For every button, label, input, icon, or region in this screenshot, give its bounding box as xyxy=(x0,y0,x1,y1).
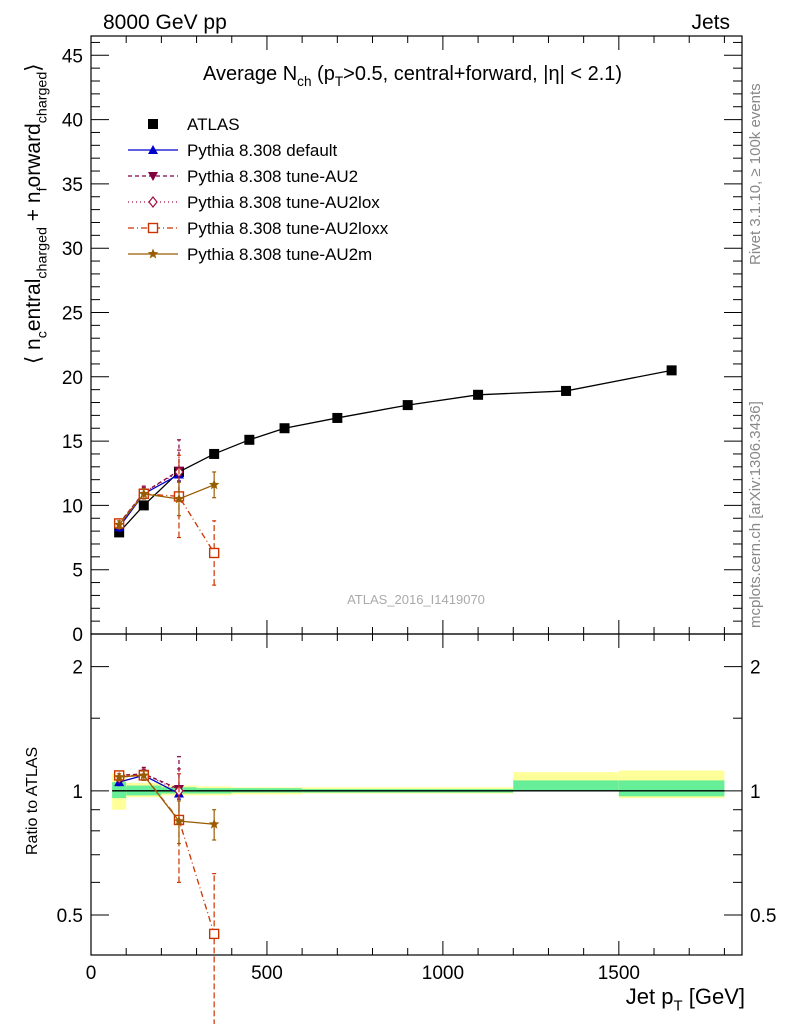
series-line xyxy=(119,774,215,825)
ratio-series-group xyxy=(113,769,220,845)
legend-marker xyxy=(148,119,158,129)
main-point xyxy=(279,423,290,434)
y-tick-label: 35 xyxy=(62,175,83,196)
legend-label: Pythia 8.308 tune-AU2m xyxy=(187,245,372,264)
legend-label: Pythia 8.308 tune-AU2loxx xyxy=(187,219,389,238)
watermark-label: ATLAS_2016_I1419070 xyxy=(347,592,485,607)
y-tick-label: 10 xyxy=(62,496,83,517)
plot-title: Average Nch (pT>0.5, central+forward, |η… xyxy=(203,63,622,89)
y-tick-label: 25 xyxy=(62,303,83,324)
ratio-panel: 0.5 0.5 1 1 2 2 0 500 1000 1500 Ratio to ATLAS Jet … xyxy=(24,633,776,1024)
uncertainty-band-inner xyxy=(513,780,619,791)
ratio-y-tick-label-right: 0.5 xyxy=(750,906,776,927)
legend-label: Pythia 8.308 tune-AU2lox xyxy=(187,193,380,212)
y-tick-label: 15 xyxy=(62,432,83,453)
x-axis-label: Jet pT [GeV] xyxy=(626,984,745,1015)
main-point xyxy=(332,412,343,423)
ratio-point xyxy=(208,928,220,940)
legend-label: Pythia 8.308 tune-AU2 xyxy=(187,167,358,186)
header-right: Jets xyxy=(691,11,730,34)
main-point xyxy=(402,400,413,411)
y-tick-label: 20 xyxy=(62,368,83,389)
main-point xyxy=(208,547,220,559)
ratio-frame xyxy=(90,633,743,956)
y-tick-label: 0 xyxy=(72,625,83,646)
ratio-y-tick-label: 1 xyxy=(72,782,83,803)
y-tick-label: 30 xyxy=(62,239,83,260)
legend-marker xyxy=(148,145,158,154)
ratio-point xyxy=(208,818,220,829)
x-tick-label: 500 xyxy=(251,963,283,984)
main-point xyxy=(209,448,220,459)
main-point xyxy=(244,434,255,445)
legend-marker xyxy=(147,248,159,259)
main-point xyxy=(138,488,150,499)
side-label-mcplots: mcplots.cern.ch [arXiv:1306.3436] xyxy=(747,401,764,628)
legend-entry: Pythia 8.308 tune-AU2m xyxy=(128,245,372,264)
ratio-point xyxy=(113,771,125,782)
main-point xyxy=(208,479,220,490)
main-point xyxy=(173,493,185,504)
side-label-rivet: Rivet 3.1.10, ≥ 100k events xyxy=(747,83,764,265)
ratio-point xyxy=(173,815,185,826)
ratio-y-tick-label: 2 xyxy=(72,658,83,679)
legend-marker xyxy=(148,172,158,181)
ratio-y-tick-label: 0.5 xyxy=(57,906,83,927)
main-point xyxy=(113,519,125,530)
main-point xyxy=(561,385,572,396)
series-group xyxy=(113,471,220,530)
series-group xyxy=(114,365,677,538)
ratio-y-tick-label-right: 1 xyxy=(750,782,761,803)
x-tick-label: 1000 xyxy=(422,963,464,984)
legend-entry: Pythia 8.308 default xyxy=(128,141,338,160)
ratio-y-axis-label: Ratio to ATLAS xyxy=(24,747,41,855)
main-point xyxy=(114,527,125,538)
series-group xyxy=(114,439,184,529)
uncertainty-band-inner xyxy=(112,782,127,799)
legend-entry: Pythia 8.308 tune-AU2 xyxy=(128,167,358,186)
x-tick-label: 0 xyxy=(86,963,97,984)
ratio-series-group xyxy=(113,769,220,1024)
y-tick-label: 45 xyxy=(62,46,83,67)
series-line xyxy=(118,484,215,526)
series-line xyxy=(118,369,672,533)
legend-label: Pythia 8.308 default xyxy=(187,141,338,160)
header-left: 8000 GeV pp xyxy=(103,11,227,34)
legend-marker xyxy=(147,222,159,234)
x-tick-label: 1500 xyxy=(598,963,640,984)
series-line xyxy=(118,493,215,554)
main-point xyxy=(138,500,149,511)
uncertainty-band-inner xyxy=(618,780,725,797)
main-panel: ATLAS_2016_I1419070 Average Nch (pT>0.5, … xyxy=(22,35,743,646)
series-line xyxy=(119,774,215,935)
main-point xyxy=(473,389,484,400)
y-axis-label: ⟨ ncentralcharged + nforwardcharged⟩ xyxy=(22,63,50,364)
legend-entry: Pythia 8.308 tune-AU2lox xyxy=(128,193,380,212)
y-tick-label: 40 xyxy=(62,111,83,132)
ratio-point xyxy=(138,769,150,780)
legend-label: ATLAS xyxy=(187,115,240,134)
legend-marker xyxy=(148,196,158,208)
ratio-y-tick-label-right: 2 xyxy=(750,658,761,679)
legend-entry: ATLAS xyxy=(148,115,240,134)
y-tick-label: 5 xyxy=(72,561,83,582)
legend-entry: Pythia 8.308 tune-AU2loxx xyxy=(128,219,389,238)
main-point xyxy=(666,365,677,376)
